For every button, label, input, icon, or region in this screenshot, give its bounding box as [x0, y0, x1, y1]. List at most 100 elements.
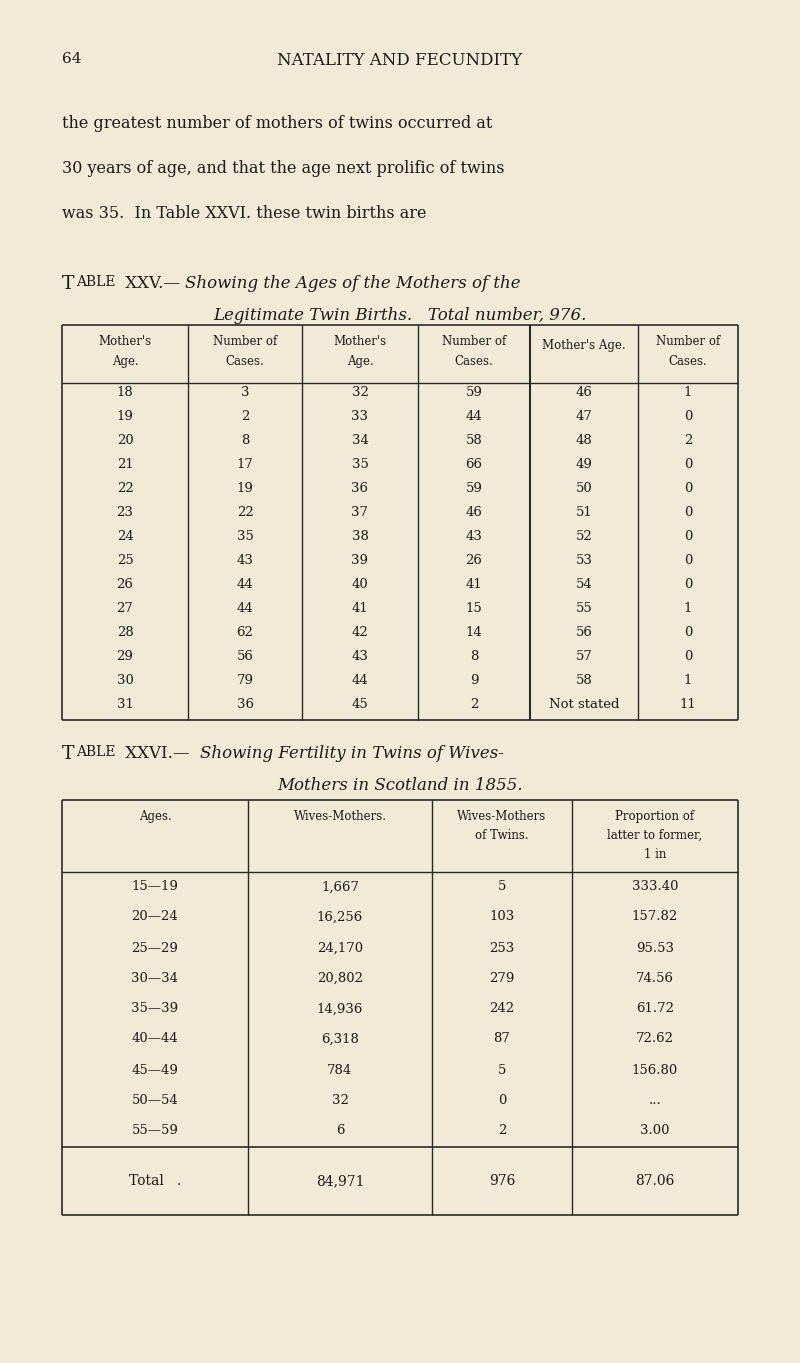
Text: 29: 29	[117, 650, 134, 664]
Text: 59: 59	[466, 483, 482, 496]
Text: 976: 976	[489, 1174, 515, 1189]
Text: 0: 0	[684, 483, 692, 496]
Text: 784: 784	[327, 1063, 353, 1077]
Text: 25—29: 25—29	[131, 942, 178, 954]
Text: 40: 40	[352, 578, 368, 592]
Text: 2: 2	[241, 410, 249, 424]
Text: 24: 24	[117, 530, 134, 544]
Text: 26: 26	[117, 578, 134, 592]
Text: 31: 31	[117, 698, 134, 711]
Text: 17: 17	[237, 458, 254, 472]
Text: T: T	[62, 746, 74, 763]
Text: 2: 2	[498, 1124, 506, 1138]
Text: 45—49: 45—49	[131, 1063, 178, 1077]
Text: 33: 33	[351, 410, 369, 424]
Text: 43: 43	[237, 555, 254, 567]
Text: 61.72: 61.72	[636, 1003, 674, 1015]
Text: Legitimate Twin Births.   Total number, 976.: Legitimate Twin Births. Total number, 97…	[214, 307, 586, 324]
Text: 59: 59	[466, 387, 482, 399]
Text: 242: 242	[490, 1003, 514, 1015]
Text: Age.: Age.	[112, 354, 138, 368]
Text: 38: 38	[351, 530, 369, 544]
Text: T: T	[62, 275, 74, 293]
Text: Total   .: Total .	[129, 1174, 181, 1189]
Text: 53: 53	[575, 555, 593, 567]
Text: 22: 22	[237, 507, 254, 519]
Text: 32: 32	[351, 387, 369, 399]
Text: 52: 52	[576, 530, 592, 544]
Text: 19: 19	[117, 410, 134, 424]
Text: 1: 1	[684, 602, 692, 616]
Text: 35: 35	[237, 530, 254, 544]
Text: 11: 11	[680, 698, 696, 711]
Text: 2: 2	[684, 435, 692, 447]
Text: 30—34: 30—34	[131, 972, 178, 984]
Text: Wives-Mothers.: Wives-Mothers.	[294, 810, 386, 823]
Text: 74.56: 74.56	[636, 972, 674, 984]
Text: Not stated: Not stated	[549, 698, 619, 711]
Text: 32: 32	[331, 1093, 349, 1107]
Text: 58: 58	[466, 435, 482, 447]
Text: 3: 3	[241, 387, 250, 399]
Text: 35: 35	[351, 458, 369, 472]
Text: 3.00: 3.00	[640, 1124, 670, 1138]
Text: the greatest number of mothers of twins occurred at: the greatest number of mothers of twins …	[62, 114, 492, 132]
Text: Showing Fertility in Twins of Wives-: Showing Fertility in Twins of Wives-	[200, 746, 504, 762]
Text: Number of: Number of	[656, 335, 720, 348]
Text: 30 years of age, and that the age next prolific of twins: 30 years of age, and that the age next p…	[62, 159, 505, 177]
Text: 51: 51	[576, 507, 592, 519]
Text: 6: 6	[336, 1124, 344, 1138]
Text: 0: 0	[684, 578, 692, 592]
Text: 279: 279	[490, 972, 514, 984]
Text: 50: 50	[576, 483, 592, 496]
Text: 9: 9	[470, 675, 478, 687]
Text: 20,802: 20,802	[317, 972, 363, 984]
Text: 72.62: 72.62	[636, 1033, 674, 1045]
Text: 34: 34	[351, 435, 369, 447]
Text: 14: 14	[466, 627, 482, 639]
Text: 40—44: 40—44	[132, 1033, 178, 1045]
Text: 56: 56	[237, 650, 254, 664]
Text: 18: 18	[117, 387, 134, 399]
Text: 8: 8	[241, 435, 249, 447]
Text: Number of: Number of	[213, 335, 277, 348]
Text: 1: 1	[684, 387, 692, 399]
Text: 0: 0	[684, 555, 692, 567]
Text: 25: 25	[117, 555, 134, 567]
Text: Number of: Number of	[442, 335, 506, 348]
Text: 21: 21	[117, 458, 134, 472]
Text: 1,667: 1,667	[321, 880, 359, 894]
Text: 156.80: 156.80	[632, 1063, 678, 1077]
Text: latter to former,: latter to former,	[607, 829, 702, 842]
Text: Proportion of: Proportion of	[615, 810, 694, 823]
Text: 6,318: 6,318	[321, 1033, 359, 1045]
Text: Ages.: Ages.	[138, 810, 171, 823]
Text: 24,170: 24,170	[317, 942, 363, 954]
Text: 79: 79	[237, 675, 254, 687]
Text: 47: 47	[575, 410, 593, 424]
Text: 14,936: 14,936	[317, 1003, 363, 1015]
Text: 64: 64	[62, 52, 82, 65]
Text: 15—19: 15—19	[131, 880, 178, 894]
Text: 36: 36	[237, 698, 254, 711]
Text: 44: 44	[352, 675, 368, 687]
Text: 87.06: 87.06	[635, 1174, 674, 1189]
Text: 0: 0	[684, 530, 692, 544]
Text: 35—39: 35—39	[131, 1003, 178, 1015]
Text: 19: 19	[237, 483, 254, 496]
Text: 49: 49	[575, 458, 593, 472]
Text: ...: ...	[649, 1093, 662, 1107]
Text: 48: 48	[576, 435, 592, 447]
Text: 28: 28	[117, 627, 134, 639]
Text: 55: 55	[576, 602, 592, 616]
Text: 5: 5	[498, 1063, 506, 1077]
Text: 157.82: 157.82	[632, 910, 678, 924]
Text: 46: 46	[575, 387, 593, 399]
Text: 46: 46	[466, 507, 482, 519]
Text: Cases.: Cases.	[454, 354, 494, 368]
Text: 62: 62	[237, 627, 254, 639]
Text: 0: 0	[684, 507, 692, 519]
Text: 20: 20	[117, 435, 134, 447]
Text: 43: 43	[351, 650, 369, 664]
Text: 39: 39	[351, 555, 369, 567]
